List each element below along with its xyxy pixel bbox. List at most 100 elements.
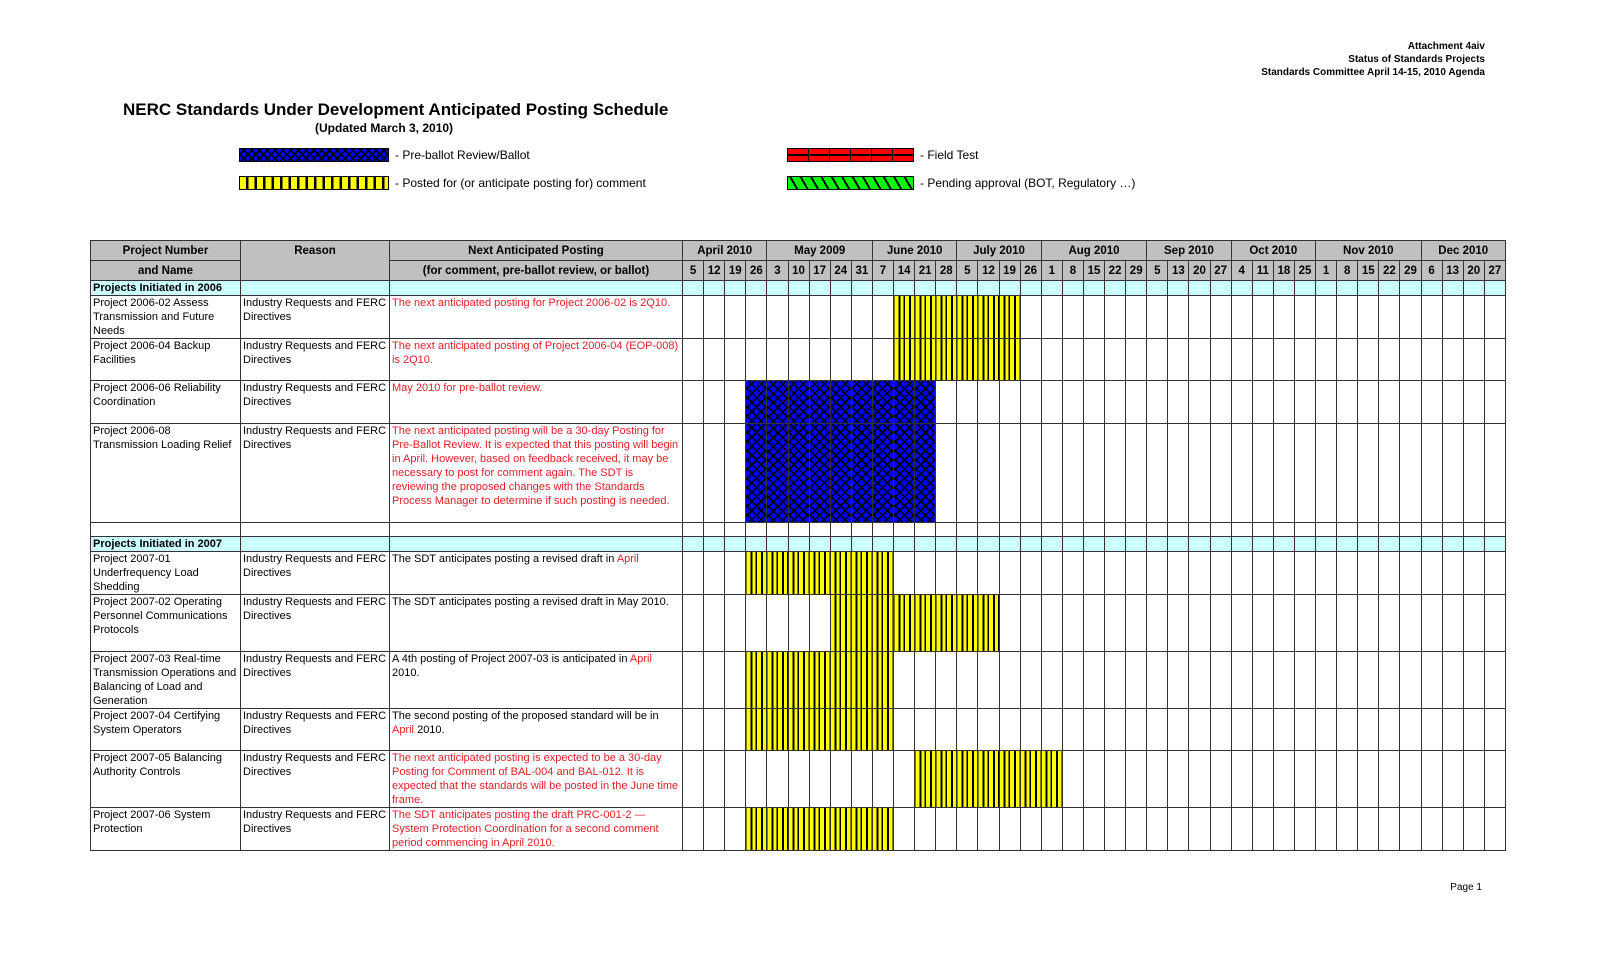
next-posting-text: The SDT anticipates posting a revised dr…	[392, 553, 617, 565]
gantt-bar-yellow	[998, 338, 1021, 381]
week-cell	[1293, 423, 1317, 523]
week-cell	[1420, 651, 1443, 709]
week-cell	[1336, 522, 1359, 537]
week-cell	[766, 522, 789, 537]
week-cell	[1167, 536, 1190, 552]
week-cell	[1336, 380, 1359, 424]
week-cell	[1315, 750, 1338, 808]
next-posting: The second posting of the proposed stand…	[389, 708, 683, 751]
week-cell	[1104, 551, 1127, 595]
gantt-bar-blue	[850, 380, 873, 424]
week-header: 6	[1420, 260, 1443, 281]
week-header: 4	[1230, 260, 1253, 281]
next-posting-text: The next anticipated posting will be a 3…	[392, 425, 679, 507]
week-cell	[1420, 280, 1443, 296]
week-cell	[1336, 551, 1359, 595]
project-row: Project 2007-01 Underfrequency Load Shed…	[90, 551, 1506, 595]
week-cell	[1040, 423, 1063, 523]
week-cell	[1146, 651, 1169, 709]
legend-field-test: - Field Test	[787, 148, 978, 162]
next-posting: The SDT anticipates posting the draft PR…	[389, 807, 683, 851]
project-row: Project 2006-08 Transmission Loading Rel…	[90, 423, 1506, 523]
week-cell	[1378, 750, 1401, 808]
week-cell	[1188, 807, 1211, 851]
gantt-bar-yellow	[914, 295, 937, 339]
week-cell	[1399, 807, 1422, 851]
week-cell	[681, 807, 705, 851]
gantt-bar-yellow	[998, 295, 1021, 339]
week-cell	[1462, 651, 1485, 709]
project-header-line2: and Name	[90, 260, 241, 281]
week-cell	[1272, 522, 1295, 537]
week-header: 20	[1462, 260, 1485, 281]
week-cell	[766, 536, 789, 552]
gantt-bar-yellow	[914, 750, 937, 808]
week-cell	[1188, 750, 1211, 808]
week-cell	[871, 522, 895, 537]
week-cell	[914, 280, 937, 296]
week-cell	[893, 651, 916, 709]
project-name: Project 2007-04 Certifying System Operat…	[90, 708, 241, 751]
week-cell	[1125, 551, 1148, 595]
week-cell	[1230, 708, 1253, 751]
week-header: 1	[1315, 260, 1338, 281]
gantt-bar-yellow	[745, 651, 768, 709]
gantt-bar-blue	[893, 380, 916, 424]
week-cell	[956, 807, 979, 851]
week-cell	[1420, 594, 1443, 652]
next-posting-header-line2: (for comment, pre-ballot review, or ball…	[389, 260, 683, 281]
section-cell	[389, 536, 683, 552]
month-header: Aug 2010	[1040, 240, 1148, 261]
week-cell	[1272, 594, 1295, 652]
week-cell	[935, 807, 958, 851]
next-posting: The SDT anticipates posting a revised dr…	[389, 594, 683, 652]
gantt-bar-yellow	[808, 651, 831, 709]
project-reason: Industry Requests and FERC Directives	[240, 551, 390, 595]
week-cell	[977, 807, 1000, 851]
week-cell	[703, 423, 726, 523]
week-cell	[829, 295, 852, 339]
week-cell	[1272, 380, 1295, 424]
week-header: 27	[1483, 260, 1506, 281]
week-cell	[1483, 522, 1506, 537]
week-cell	[1251, 522, 1274, 537]
gantt-bar-yellow	[787, 551, 810, 595]
gantt-bar-yellow	[977, 338, 1000, 381]
field-test-swatch	[787, 148, 914, 162]
week-cell	[1082, 551, 1106, 595]
week-cell	[1420, 708, 1443, 751]
week-cell	[1462, 280, 1485, 296]
week-cell	[1315, 295, 1338, 339]
week-header: 15	[1357, 260, 1380, 281]
week-cell	[1441, 338, 1464, 381]
week-header: 15	[1082, 260, 1106, 281]
week-cell	[1441, 551, 1464, 595]
week-cell	[1462, 338, 1485, 381]
week-cell	[1441, 380, 1464, 424]
week-cell	[914, 551, 937, 595]
week-cell	[1082, 651, 1106, 709]
week-cell	[1420, 536, 1443, 552]
week-header: 3	[766, 260, 789, 281]
week-cell	[871, 280, 895, 296]
project-row: Project 2007-05 Balancing Authority Cont…	[90, 750, 1506, 808]
week-cell	[1378, 536, 1401, 552]
week-cell	[829, 522, 852, 537]
week-cell	[977, 651, 1000, 709]
week-cell	[829, 536, 852, 552]
week-cell	[1336, 807, 1359, 851]
week-cell	[681, 338, 705, 381]
week-cell	[703, 295, 726, 339]
week-cell	[1209, 380, 1232, 424]
week-cell	[703, 522, 726, 537]
gantt-bar-yellow	[787, 651, 810, 709]
week-cell	[1462, 522, 1485, 537]
week-cell	[1399, 651, 1422, 709]
week-cell	[1357, 708, 1380, 751]
week-cell	[1209, 522, 1232, 537]
gantt-bar-yellow	[893, 338, 916, 381]
next-posting-text: The next anticipated posting is expected…	[392, 752, 679, 806]
gantt-bar-yellow	[808, 551, 831, 595]
next-posting: A 4th posting of Project 2007-03 is anti…	[389, 651, 683, 709]
week-cell	[893, 280, 916, 296]
